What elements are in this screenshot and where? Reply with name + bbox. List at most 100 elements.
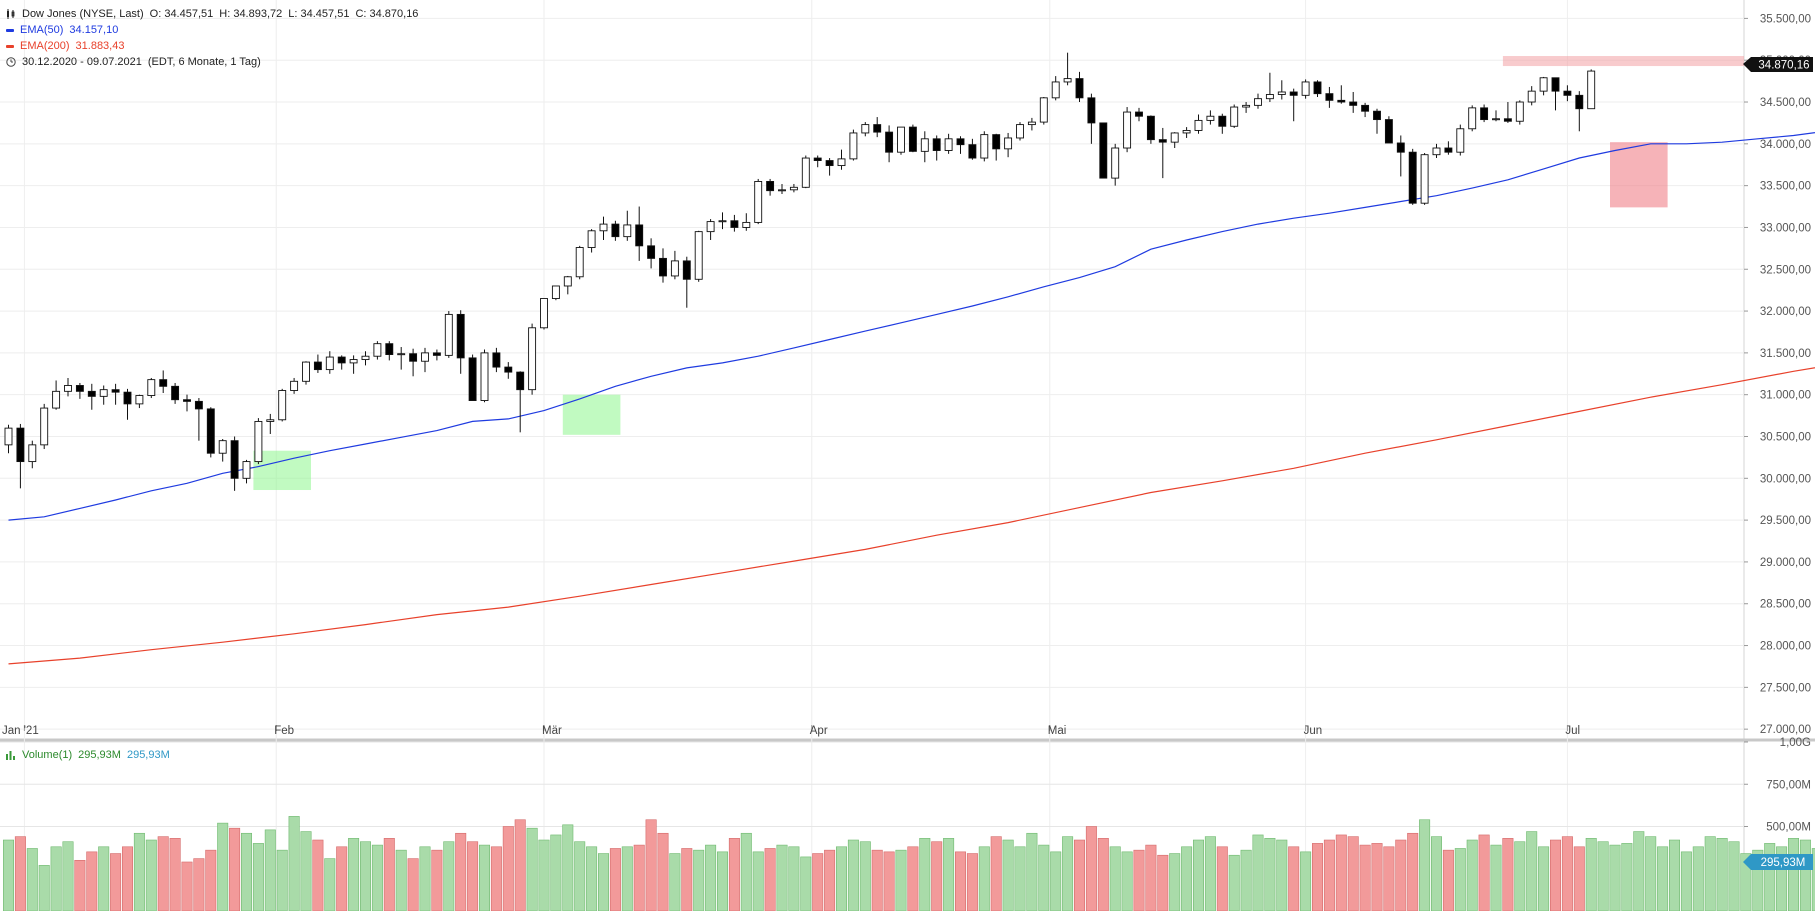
candle-body-up	[1051, 81, 1060, 99]
volume-bar	[693, 849, 705, 911]
volume-bar	[883, 851, 895, 911]
candle	[468, 354, 477, 401]
volume-bar	[1811, 848, 1815, 911]
candle	[635, 206, 644, 261]
ema200-path	[8, 367, 1815, 665]
candle-body-up	[1587, 70, 1596, 110]
candle-body-up	[349, 359, 358, 364]
candle-body-down	[611, 223, 620, 238]
candle	[849, 129, 858, 161]
candle	[932, 135, 941, 161]
volume-bar	[1252, 834, 1264, 911]
candle	[1325, 86, 1334, 108]
volume-bar	[1585, 838, 1597, 911]
candle-body-up	[1265, 94, 1274, 100]
volume-bar	[752, 851, 764, 911]
candle-body-down	[194, 400, 203, 410]
candle-body-down	[183, 399, 191, 402]
candle	[16, 423, 25, 489]
candle	[432, 349, 441, 361]
volume-bar	[1240, 849, 1252, 911]
candle	[682, 256, 691, 308]
candle-body-down	[468, 357, 477, 401]
ema50-legend: EMA(50) 34.157,10	[6, 22, 418, 38]
candle	[1396, 135, 1405, 177]
volume-bar	[669, 853, 681, 911]
price-tick-label: 33.500,00	[1760, 181, 1811, 193]
candle-body-up	[278, 390, 287, 421]
candle	[349, 355, 358, 374]
candlesticks	[4, 52, 1596, 491]
price-badge-text: 34.870,16	[1758, 60, 1809, 72]
volume-bar	[1157, 854, 1169, 911]
candle-body-up	[1277, 91, 1286, 95]
candle	[766, 178, 775, 196]
candle	[1039, 96, 1048, 125]
price-tick-label: 30.000,00	[1760, 473, 1811, 485]
volume-bar	[1133, 849, 1145, 911]
volume-bar	[1466, 839, 1478, 911]
volume-bar	[1704, 836, 1716, 911]
candle-body-down	[908, 126, 917, 152]
candle-body-down	[682, 260, 691, 280]
volume-bar	[1300, 851, 1312, 911]
candle-body-up	[1515, 101, 1524, 122]
candle	[1206, 110, 1215, 125]
candle-body-down	[1503, 118, 1512, 122]
candle-body-up	[1194, 119, 1203, 131]
time-tick-label: Apr	[810, 725, 828, 737]
volume-bar	[1502, 838, 1514, 911]
volume-bar	[1288, 846, 1300, 911]
candle-body-down	[492, 352, 501, 368]
candle	[920, 131, 929, 163]
price-tick-label: 33.000,00	[1760, 222, 1811, 234]
volume-bar	[1609, 844, 1621, 911]
candle	[397, 347, 406, 370]
volume-bar	[1657, 846, 1669, 911]
volume-bar	[847, 839, 859, 911]
candle-body-down	[456, 313, 465, 359]
candle-body-up	[540, 298, 548, 329]
price-tick-label: 27.500,00	[1760, 682, 1811, 694]
volume-bar	[383, 838, 395, 911]
candle	[1313, 80, 1322, 97]
candle	[551, 285, 560, 301]
volume-bar	[1026, 832, 1038, 911]
candle-body-up	[254, 420, 263, 463]
volume-bar	[907, 846, 919, 911]
volume-bar	[657, 832, 669, 911]
candle	[278, 388, 287, 422]
candle	[1420, 153, 1429, 205]
candle	[789, 183, 798, 193]
candle-body-down	[766, 181, 775, 192]
candle-body-down	[1408, 151, 1417, 204]
volume-bar	[181, 861, 193, 911]
candle-body-up	[623, 224, 632, 238]
candle	[670, 250, 679, 280]
volume-bar	[1085, 826, 1097, 911]
volume-bar	[1431, 836, 1443, 911]
price-tick-label: 32.000,00	[1760, 306, 1811, 318]
candle	[1456, 124, 1465, 156]
volume-bar	[1097, 838, 1109, 911]
candle	[1123, 107, 1132, 153]
volume-bar	[1407, 832, 1419, 911]
volume-bar	[1454, 848, 1466, 911]
candle-body-up	[1170, 132, 1179, 143]
candle-body-up	[40, 407, 49, 446]
volume-bar	[609, 848, 621, 911]
volume-bar	[1550, 839, 1562, 911]
candle-body-up	[52, 390, 61, 409]
candle	[444, 311, 453, 358]
candle	[1146, 115, 1155, 144]
candle-body-up	[742, 221, 751, 228]
candle-body-up	[1027, 121, 1036, 126]
candle	[694, 230, 703, 282]
candle	[587, 229, 596, 253]
candle	[968, 138, 977, 160]
candle	[1230, 104, 1239, 128]
candle-body-down	[1396, 142, 1405, 153]
candle	[659, 248, 667, 283]
volume-bar	[157, 836, 169, 911]
volume-bar	[1478, 834, 1490, 911]
